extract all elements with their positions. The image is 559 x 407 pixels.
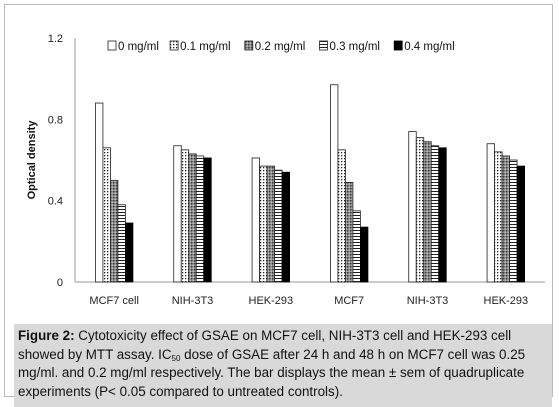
- x-tick-label: HEK-293: [249, 295, 294, 307]
- bar-chart: MCF7 cell NIH-3T3 HEK-293 MCF7 NIH-3T3 HEK-29…: [26, 33, 545, 307]
- legend-swatch: [244, 40, 254, 51]
- bar: [188, 153, 197, 283]
- bar: [251, 157, 260, 283]
- y-tick-label: 0.8: [48, 114, 63, 126]
- x-tick-label: MCF7 cell: [89, 295, 139, 307]
- legend-swatch: [107, 40, 117, 51]
- bar: [501, 155, 510, 283]
- caption-text-1: Cytotoxicity effect of GSAE on MCF7 cell…: [18, 328, 512, 362]
- bar: [438, 147, 447, 283]
- bar: [203, 157, 212, 283]
- y-tick-label: 0: [57, 277, 63, 289]
- bar: [95, 102, 104, 283]
- bar: [125, 222, 134, 283]
- bar: [110, 179, 119, 283]
- bar: [360, 226, 369, 283]
- x-tick-label: MCF7: [334, 295, 364, 307]
- legend-label: 0.4 mg/ml: [404, 41, 455, 53]
- bar: [430, 145, 440, 283]
- bar: [180, 149, 190, 283]
- bar: [509, 159, 518, 283]
- x-tick-label: HEK-293: [484, 295, 529, 307]
- legend-swatch: [319, 40, 328, 51]
- legend: 0 mg/ml 0.1 mg/ml 0.2 mg/ml 0.3 mg/ml 0.4 mg…: [107, 40, 455, 53]
- x-tick-label: NIH-3T3: [407, 295, 449, 307]
- x-tick-labels: MCF7 cell NIH-3T3 HEK-293 MCF7 NIH-3T3 HEK-29…: [89, 295, 528, 307]
- bar: [330, 84, 339, 283]
- bars: [95, 84, 525, 283]
- bar: [274, 169, 283, 283]
- bar: [352, 210, 361, 283]
- bar: [494, 151, 503, 283]
- y-tick-label: 1.2: [48, 33, 63, 45]
- bar: [259, 165, 268, 283]
- legend-swatch: [169, 40, 179, 51]
- legend-label: 0 mg/ml: [118, 41, 159, 53]
- legend-label: 0.1 mg/ml: [180, 41, 231, 53]
- figure-caption: Figure 2: Cytotoxicity effect of GSAE on…: [14, 324, 552, 407]
- bar: [486, 143, 495, 283]
- bar: [102, 147, 111, 283]
- axes: [74, 38, 545, 283]
- x-tick-label: NIH-3T3: [172, 295, 214, 307]
- bar: [337, 149, 346, 283]
- y-tick-labels: 0 0.4 0.8 1.2: [48, 33, 63, 289]
- bar: [408, 131, 417, 283]
- caption-text-2: dose of GSAE after 24 h and 48 h on MCF7…: [18, 346, 526, 399]
- caption-subscript: 50: [171, 353, 181, 363]
- bar: [266, 165, 275, 283]
- bar: [281, 171, 290, 283]
- bar: [195, 155, 205, 283]
- bar: [345, 181, 354, 283]
- bar: [117, 204, 126, 283]
- legend-label: 0.3 mg/ml: [330, 41, 381, 53]
- bar: [173, 145, 182, 283]
- caption-label: Figure 2:: [18, 328, 75, 343]
- bar: [415, 137, 425, 283]
- bar: [423, 141, 432, 283]
- legend-label: 0.2 mg/ml: [255, 41, 305, 53]
- y-tick-label: 0.4: [48, 196, 63, 208]
- figure-frame: MCF7 cell NIH-3T3 HEK-293 MCF7 NIH-3T3 HEK-29…: [4, 4, 553, 407]
- legend-swatch: [393, 40, 403, 51]
- y-axis-label: Optical density: [26, 120, 38, 200]
- bar: [516, 165, 525, 283]
